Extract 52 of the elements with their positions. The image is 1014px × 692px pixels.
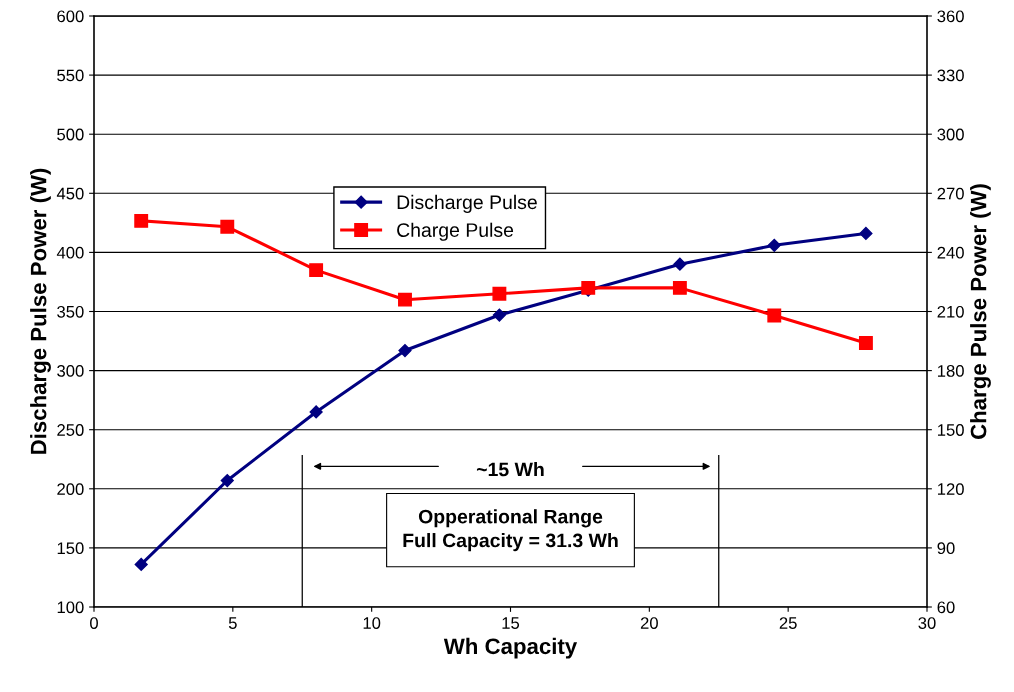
- y2-tick-label: 300: [937, 128, 964, 141]
- y-tick-label: 600: [57, 10, 84, 23]
- point: [672, 280, 687, 295]
- y2-tick-label: 120: [937, 483, 964, 495]
- point: [767, 238, 781, 252]
- y-tick-label: 550: [57, 69, 84, 82]
- point: [858, 336, 873, 350]
- point: [673, 257, 687, 271]
- y2-tick-label: 240: [937, 246, 964, 259]
- point: [492, 308, 506, 322]
- x-tick-label: 20: [640, 617, 658, 629]
- y-tick-label: 250: [57, 424, 84, 436]
- x-tick-label: 30: [918, 617, 936, 629]
- y2-axis-title: Charge Pulse Power (W): [970, 184, 991, 439]
- y2-tick-label: 270: [937, 187, 964, 200]
- y-tick-label: 200: [57, 483, 84, 495]
- legend-label: Charge Pulse: [397, 222, 514, 241]
- y-axis-title: Discharge Pulse Power (W): [30, 168, 51, 454]
- point: [134, 213, 149, 228]
- x-tick-label: 25: [779, 617, 797, 629]
- point: [859, 226, 873, 241]
- y2-tick-label: 150: [937, 424, 964, 436]
- legend-label: Discharge Pulse: [397, 194, 537, 213]
- y-tick-label: 500: [57, 128, 84, 141]
- x-tick-label: 5: [228, 617, 237, 629]
- y2-tick-label: 90: [937, 542, 955, 555]
- point: [309, 405, 323, 419]
- y-tick-label: 350: [57, 305, 84, 318]
- y2-tick-label: 330: [937, 69, 964, 82]
- y2-tick-label: 210: [937, 305, 964, 318]
- x-tick-label: 10: [363, 617, 381, 629]
- point: [767, 308, 782, 323]
- y-tick-label: 100: [57, 601, 84, 614]
- point: [492, 286, 507, 301]
- x-tick-label: 0: [90, 617, 98, 629]
- y-tick-label: 150: [57, 542, 84, 555]
- x-tick-label: 15: [502, 617, 520, 629]
- annotation: ~15 Wh: [476, 462, 544, 477]
- y-tick-label: 400: [56, 246, 84, 259]
- point: [220, 473, 234, 488]
- y2-tick-label: 180: [937, 365, 964, 377]
- point: [309, 263, 324, 278]
- point: [134, 557, 148, 572]
- y2-tick-label: 60: [937, 601, 955, 614]
- point: [220, 219, 235, 234]
- y2-tick-label: 360: [937, 10, 964, 23]
- y-tick-label: 450: [56, 187, 84, 200]
- x-axis-title: Wh Capacity: [443, 637, 578, 659]
- point: [398, 343, 412, 358]
- point: [398, 292, 412, 307]
- y-tick-label: 300: [57, 365, 84, 377]
- annotation: Opperational Range Full Capacity = 31.3 Wh: [403, 509, 618, 552]
